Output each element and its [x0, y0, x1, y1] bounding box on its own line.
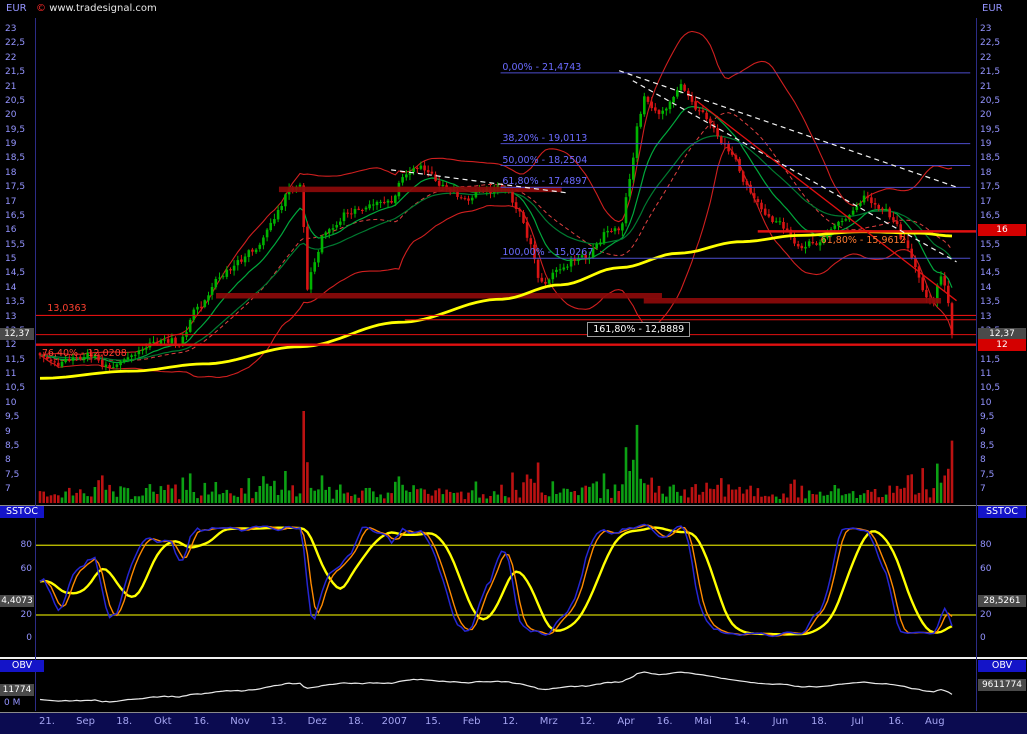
obv-current-value-left: 11774	[0, 684, 34, 696]
alert-level-box-12[interactable]: 12	[978, 339, 1026, 351]
alert-level-box-16[interactable]: 16	[978, 224, 1026, 236]
sstoc-current-value-left: 4,4073	[0, 595, 34, 607]
copyright-symbol-icon: ©	[36, 3, 46, 14]
sstoc-title-right: SSTOC	[978, 506, 1026, 518]
copyright: © www.tradesignal.com	[36, 3, 157, 14]
currency-label-right: EUR	[982, 3, 1003, 14]
price-axis-left[interactable]	[0, 18, 35, 711]
obv-current-value-right: 9611774	[978, 679, 1026, 691]
last-price-box-right: 12,37	[978, 328, 1026, 340]
price-axis-right[interactable]	[977, 18, 1027, 711]
currency-label-left: EUR	[6, 3, 27, 14]
obv-title-right: OBV	[978, 660, 1026, 672]
time-axis[interactable]	[0, 712, 1027, 734]
obv-title-left: OBV	[0, 660, 44, 672]
sstoc-current-value-right: 28,5261	[978, 595, 1026, 607]
sstoc-title-left: SSTOC	[0, 506, 44, 518]
obv-scale-label: 0 M	[4, 698, 21, 708]
copyright-text: www.tradesignal.com	[49, 3, 157, 14]
last-price-box-left: 12,37	[0, 328, 34, 340]
